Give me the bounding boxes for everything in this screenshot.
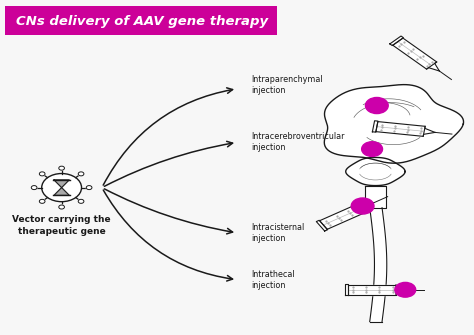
Circle shape (59, 205, 64, 209)
Circle shape (395, 282, 416, 297)
Polygon shape (348, 285, 396, 295)
Text: Vector carrying the: Vector carrying the (12, 215, 111, 224)
Polygon shape (373, 121, 378, 132)
Text: Intraparenchymal
injection: Intraparenchymal injection (251, 75, 323, 95)
Text: Intrathecal
injection: Intrathecal injection (251, 270, 295, 290)
Polygon shape (376, 122, 425, 136)
Polygon shape (316, 220, 328, 231)
Text: Intracerebroventricular
injection: Intracerebroventricular injection (251, 132, 345, 152)
Polygon shape (396, 285, 407, 295)
Polygon shape (427, 62, 439, 71)
Polygon shape (393, 38, 437, 69)
Circle shape (351, 198, 374, 214)
Circle shape (86, 186, 92, 190)
Polygon shape (365, 186, 386, 208)
Polygon shape (54, 188, 69, 195)
Polygon shape (345, 284, 348, 295)
Circle shape (39, 172, 45, 176)
Circle shape (31, 186, 37, 190)
Circle shape (78, 199, 84, 203)
Polygon shape (423, 126, 435, 136)
Polygon shape (390, 36, 403, 46)
Circle shape (365, 97, 388, 114)
Circle shape (59, 166, 64, 170)
Polygon shape (324, 85, 464, 163)
Polygon shape (319, 203, 368, 229)
Polygon shape (346, 157, 405, 186)
Polygon shape (360, 203, 373, 211)
Text: therapeutic gene: therapeutic gene (18, 227, 106, 236)
Circle shape (42, 174, 82, 202)
Circle shape (39, 199, 45, 203)
Circle shape (78, 172, 84, 176)
Circle shape (362, 142, 383, 156)
FancyBboxPatch shape (5, 6, 277, 35)
Polygon shape (54, 180, 69, 188)
Text: CNs delivery of AAV gene therapy: CNs delivery of AAV gene therapy (16, 15, 268, 27)
Text: Intracisternal
injection: Intracisternal injection (251, 223, 304, 243)
